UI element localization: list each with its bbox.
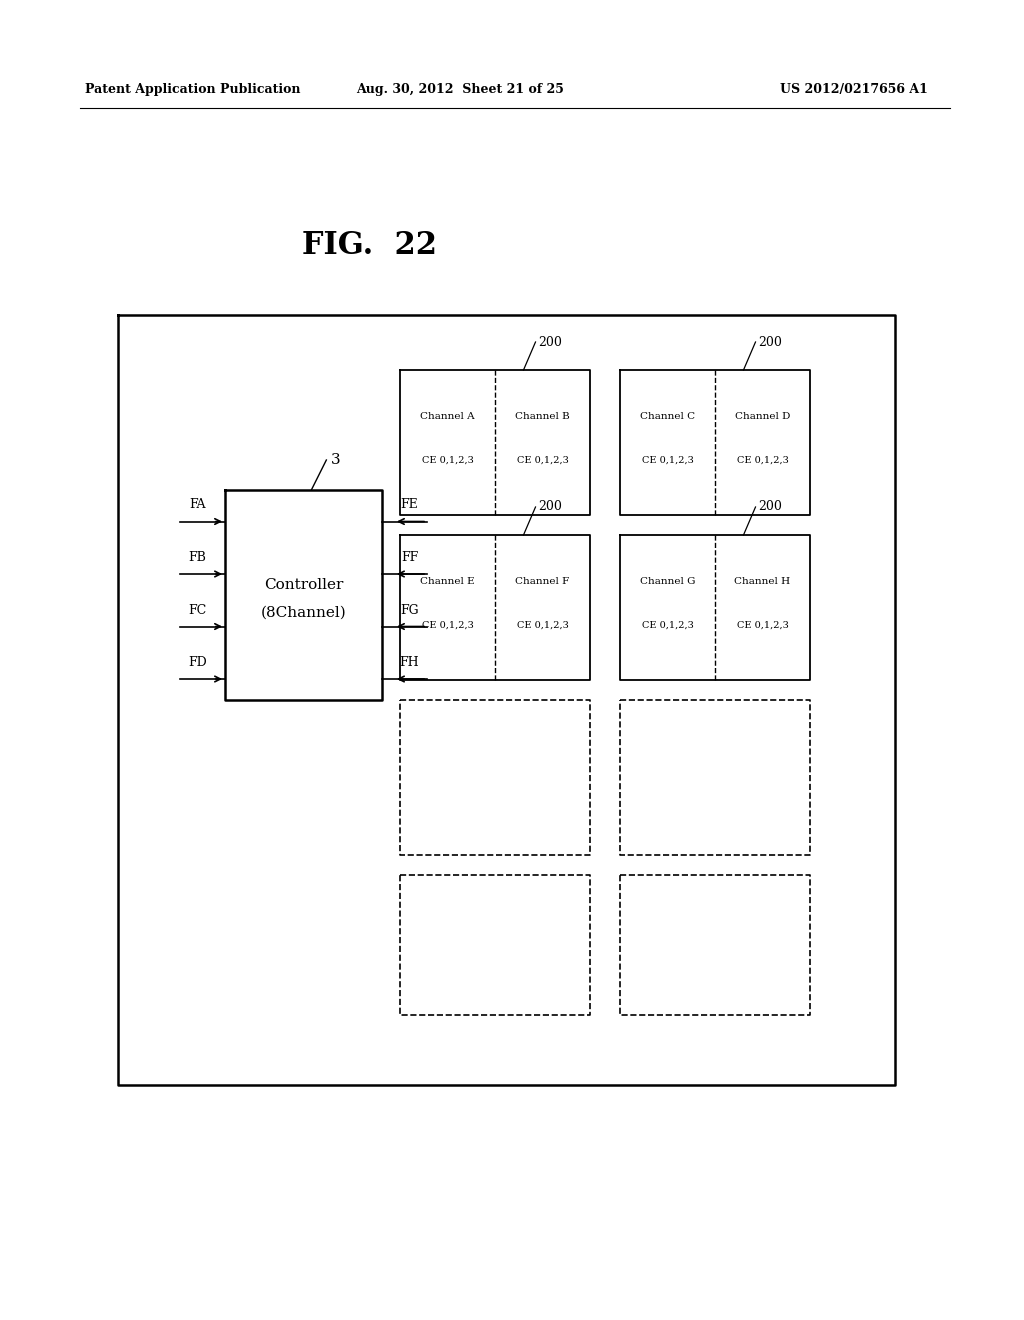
Text: FF: FF [400,550,418,564]
Text: FE: FE [400,499,419,511]
Text: FD: FD [188,656,207,669]
Text: Channel A: Channel A [420,412,475,421]
Text: Channel H: Channel H [734,577,791,586]
Text: 200: 200 [539,500,562,513]
Text: FC: FC [188,603,207,616]
Text: Channel G: Channel G [640,577,695,586]
Text: Channel F: Channel F [515,577,569,586]
Text: 3: 3 [332,453,341,467]
Text: FG: FG [400,603,419,616]
Text: Channel C: Channel C [640,412,695,421]
Text: Aug. 30, 2012  Sheet 21 of 25: Aug. 30, 2012 Sheet 21 of 25 [356,83,564,96]
Text: 200: 200 [759,500,782,513]
Text: FIG.  22: FIG. 22 [302,230,437,260]
Text: 200: 200 [539,335,562,348]
Text: FH: FH [399,656,419,669]
Text: CE 0,1,2,3: CE 0,1,2,3 [516,455,568,465]
Text: CE 0,1,2,3: CE 0,1,2,3 [422,620,473,630]
Text: CE 0,1,2,3: CE 0,1,2,3 [642,455,693,465]
Text: CE 0,1,2,3: CE 0,1,2,3 [516,620,568,630]
Text: US 2012/0217656 A1: US 2012/0217656 A1 [780,83,928,96]
Text: Patent Application Publication: Patent Application Publication [85,83,300,96]
Text: Controller: Controller [264,578,343,591]
Text: (8Channel): (8Channel) [261,606,346,620]
Text: CE 0,1,2,3: CE 0,1,2,3 [642,620,693,630]
Text: FA: FA [189,499,206,511]
Text: Channel E: Channel E [420,577,475,586]
Text: Channel B: Channel B [515,412,570,421]
Text: CE 0,1,2,3: CE 0,1,2,3 [422,455,473,465]
Text: CE 0,1,2,3: CE 0,1,2,3 [736,455,788,465]
Text: Channel D: Channel D [735,412,791,421]
Text: FB: FB [188,550,207,564]
Text: 200: 200 [759,335,782,348]
Text: CE 0,1,2,3: CE 0,1,2,3 [736,620,788,630]
